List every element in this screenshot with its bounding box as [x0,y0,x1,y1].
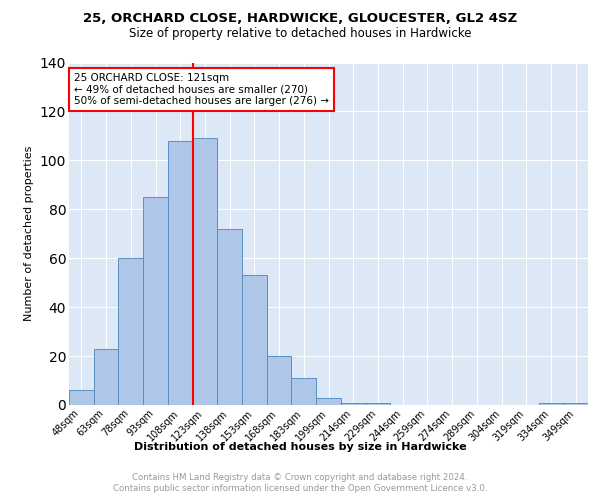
Text: 25, ORCHARD CLOSE, HARDWICKE, GLOUCESTER, GL2 4SZ: 25, ORCHARD CLOSE, HARDWICKE, GLOUCESTER… [83,12,517,26]
Bar [267,356,292,405]
Bar [539,402,563,405]
Y-axis label: Number of detached properties: Number of detached properties [24,146,34,322]
Bar [193,138,217,405]
Bar [168,141,193,405]
Text: Size of property relative to detached houses in Hardwicke: Size of property relative to detached ho… [129,28,471,40]
Bar [316,398,341,405]
Bar [143,197,168,405]
Bar [217,229,242,405]
Bar [118,258,143,405]
Text: 25 ORCHARD CLOSE: 121sqm
← 49% of detached houses are smaller (270)
50% of semi-: 25 ORCHARD CLOSE: 121sqm ← 49% of detach… [74,73,329,106]
Bar [341,402,365,405]
Bar [94,348,118,405]
Bar [365,402,390,405]
Bar [69,390,94,405]
Text: Distribution of detached houses by size in Hardwicke: Distribution of detached houses by size … [134,442,466,452]
Text: Contains HM Land Registry data © Crown copyright and database right 2024.: Contains HM Land Registry data © Crown c… [132,472,468,482]
Bar [292,378,316,405]
Text: Contains public sector information licensed under the Open Government Licence v3: Contains public sector information licen… [113,484,487,493]
Bar [563,402,588,405]
Bar [242,276,267,405]
